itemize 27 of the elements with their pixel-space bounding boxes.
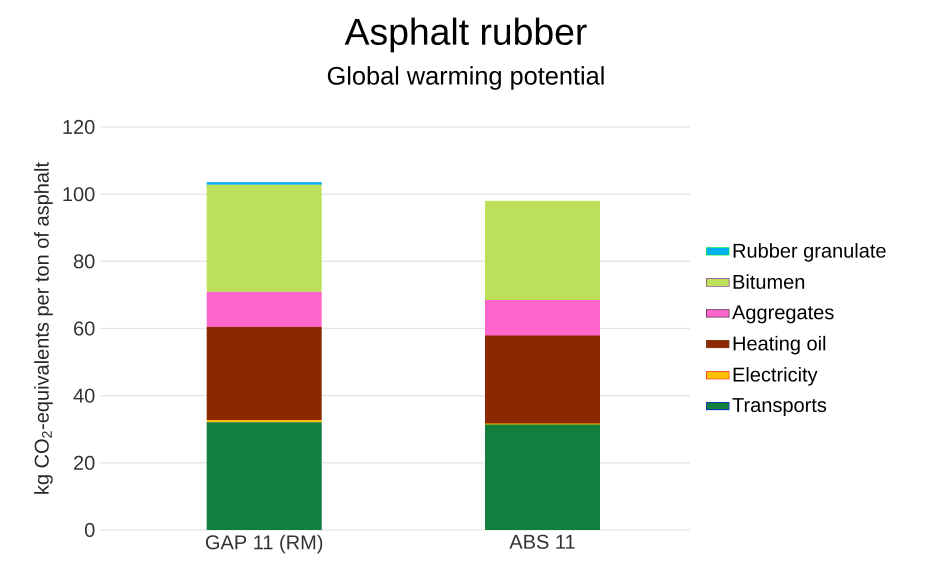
legend-label: Bitumen bbox=[734, 274, 804, 289]
bar bbox=[206, 422, 322, 530]
legend-label: Rubber granulate bbox=[734, 243, 886, 262]
x-tick-label: ABS 11 bbox=[509, 534, 575, 549]
legend-label: Heating oil bbox=[734, 336, 826, 354]
y-tick-label: 80 bbox=[74, 254, 94, 268]
y-tick-label: 100 bbox=[63, 187, 94, 202]
chart-subtitle: Global warming potential bbox=[328, 66, 604, 90]
y-tick-label: 0 bbox=[84, 522, 94, 538]
x-tick-label: GAP 11 (RM) bbox=[206, 534, 322, 554]
y-tick-label: 120 bbox=[63, 120, 94, 134]
legend-label: Transports bbox=[732, 398, 826, 416]
chart-title: Asphalt rubber bbox=[344, 18, 587, 52]
bar bbox=[206, 184, 322, 292]
bar bbox=[485, 336, 600, 424]
bar bbox=[485, 300, 600, 336]
y-tick-label: 60 bbox=[74, 321, 94, 336]
bar bbox=[206, 292, 322, 327]
legend-label: Electricity bbox=[734, 366, 818, 386]
y-axis-title: kg CO$_{2}$-equivalents per ton of asphalt bbox=[34, 162, 53, 494]
y-tick-label: 20 bbox=[74, 456, 94, 470]
bar bbox=[485, 200, 600, 300]
bar bbox=[206, 182, 322, 185]
bar bbox=[485, 424, 600, 530]
bar bbox=[206, 326, 322, 420]
legend-label: Aggregates bbox=[732, 305, 834, 324]
y-tick-label: 40 bbox=[74, 388, 94, 403]
